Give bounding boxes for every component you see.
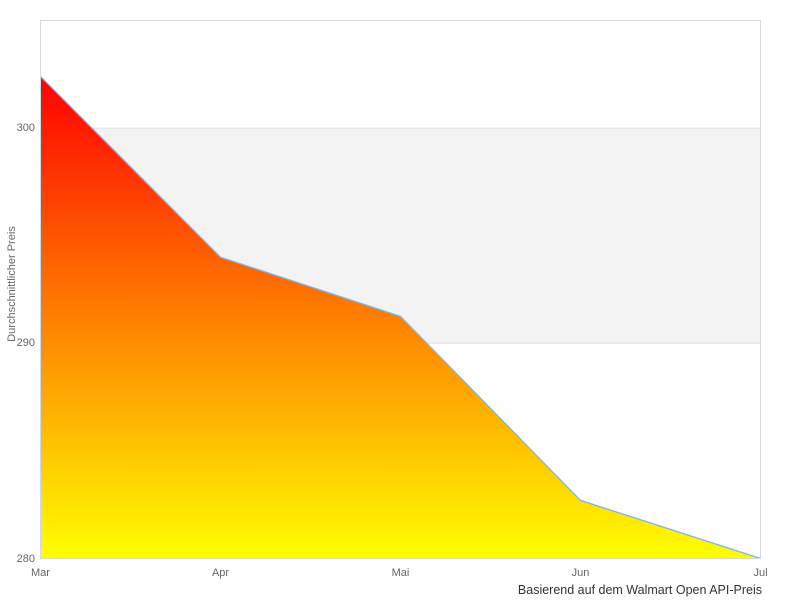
y-axis-label-300: 300: [16, 122, 35, 135]
x-axis-label-apr: Apr: [211, 567, 230, 579]
y-axis-label-280: 280: [16, 552, 35, 565]
chart-caption: Basierend auf dem Walmart Open API-Preis: [517, 583, 762, 597]
plot-border: [40, 20, 761, 559]
series-area-fill[interactable]: [40, 76, 761, 559]
y-axis-title: Durchschnittlicher Preis: [6, 226, 18, 342]
series-line[interactable]: [40, 75, 761, 560]
x-axis-label-jun: Jun: [571, 567, 590, 579]
x-axis-label-jul: Jul: [753, 567, 768, 579]
x-axis-label-mar: Mar: [31, 567, 50, 579]
x-axis-label-mai: Mai: [391, 567, 410, 579]
y-axis-label-290: 290: [16, 337, 35, 350]
